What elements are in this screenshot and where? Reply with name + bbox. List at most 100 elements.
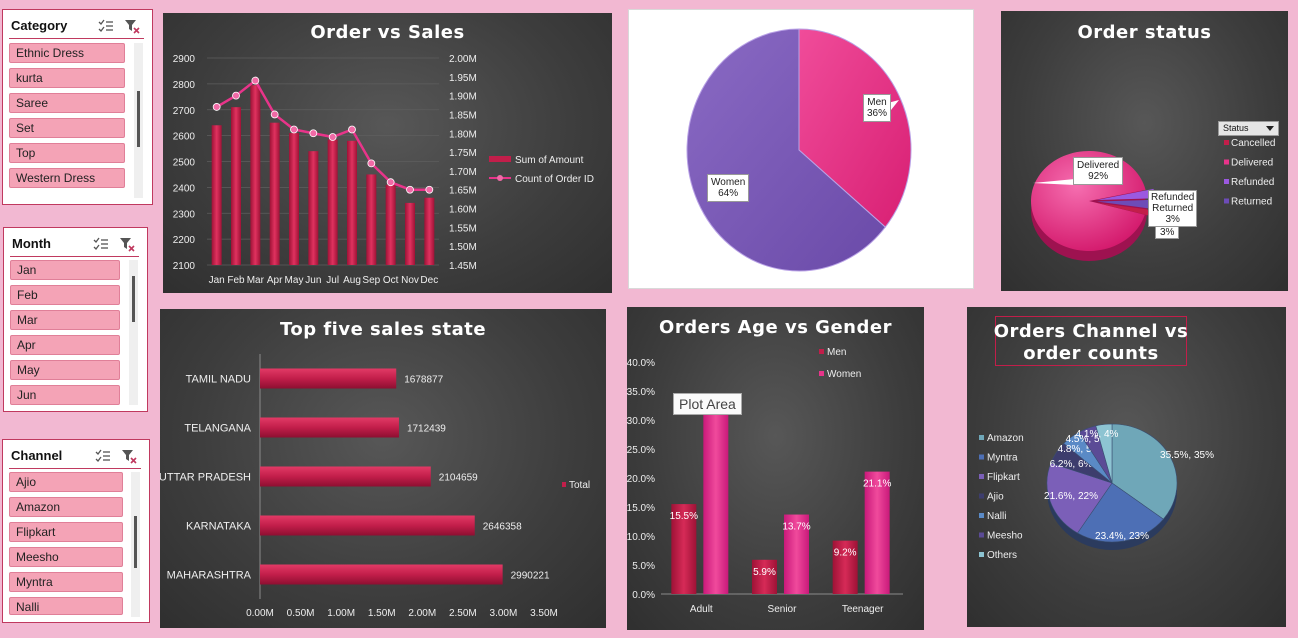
scroll-thumb[interactable] [132, 276, 135, 322]
slicer-scrollbar[interactable] [134, 43, 143, 198]
men-label-name: Men [867, 97, 887, 108]
bar-sum-of-amount [327, 139, 338, 265]
status-filter-button[interactable]: Status [1218, 121, 1279, 136]
slicer-item[interactable]: Set [9, 118, 125, 138]
legend-swatch [979, 493, 984, 499]
legend-swatch [819, 371, 824, 376]
left-tick-label: 2800 [173, 80, 196, 91]
slicer-item[interactable]: Top [9, 143, 125, 163]
x-tick-label: Teenager [842, 604, 884, 615]
bar-sum-of-amount [405, 202, 415, 265]
legend-swatch [819, 349, 824, 354]
slicer-item[interactable]: kurta [9, 68, 125, 88]
data-label: 2990221 [511, 571, 550, 582]
slicer-scrollbar[interactable] [131, 472, 140, 617]
legend-swatch [979, 513, 984, 518]
slicer-item[interactable]: Mar [10, 310, 120, 330]
category-label: UTTAR PRADESH [160, 472, 251, 484]
slicer-item[interactable]: Meesho [9, 547, 123, 567]
women-label-name: Women [711, 177, 746, 188]
legend-label: Refunded [1231, 177, 1274, 188]
bar-total [260, 564, 503, 585]
data-label: 4.8%, 5% [1058, 444, 1101, 455]
right-tick-label: 1.75M [449, 148, 477, 159]
delivered-callout-pointer [1033, 179, 1075, 185]
chart-title: Order vs Sales [310, 22, 465, 43]
slicer-item[interactable]: Amazon [9, 497, 123, 517]
line-point [270, 110, 279, 119]
refunded-label-value: 3% [1165, 214, 1180, 225]
slicer-header: Month [10, 233, 139, 257]
multi-select-icon[interactable] [98, 19, 114, 33]
slicer-item[interactable]: Jun [10, 385, 120, 405]
slicer-item[interactable]: Nalli [9, 597, 123, 615]
bar-sum-of-amount [385, 184, 396, 265]
legend-label: Women [827, 369, 861, 380]
line-count-of-order-id [216, 78, 430, 191]
x-tick-label: 1.50M [368, 608, 396, 619]
slicer-item[interactable]: Flipkart [9, 522, 123, 542]
x-tick-label: Apr [267, 275, 283, 286]
legend-label: Men [827, 347, 846, 358]
top-states-chart[interactable]: Top five sales state 0.00M 0.50M 1.00M 1.50… [159, 309, 606, 628]
y-tick-label: 30.0% [627, 416, 655, 427]
slicer-item[interactable]: May [10, 360, 120, 380]
legend-swatch [979, 435, 984, 440]
legend-label: Ajio [987, 492, 1004, 503]
slicer-item[interactable]: Ajio [9, 472, 123, 492]
legend-swatch [979, 454, 984, 460]
y-tick-label: 40.0% [627, 358, 655, 369]
category-label: MAHARASHTRA [167, 570, 252, 582]
x-tick-label: 2.00M [408, 608, 436, 619]
line-point [386, 178, 395, 187]
left-tick-label: 2200 [173, 235, 196, 246]
legend-label-count: Count of Order ID [515, 174, 594, 185]
x-tick-label: Jan [209, 275, 225, 286]
slicer-item[interactable]: Jan [10, 260, 120, 280]
bar-sum-of-amount [308, 151, 319, 265]
order-vs-sales-chart[interactable]: Order vs Sales 2100 2200 2300 2400 2500 2600 2… [163, 13, 612, 293]
slicer-item[interactable]: Apr [10, 335, 120, 355]
slicer-item[interactable]: Western Dress [9, 168, 125, 188]
x-tick-label: Senior [768, 604, 798, 615]
y-tick-label: 5.0% [632, 561, 655, 572]
bar-sum-of-amount [269, 122, 280, 265]
legend-label: Meesho [987, 531, 1023, 542]
data-label: 9.2% [834, 548, 857, 559]
scroll-thumb[interactable] [134, 516, 137, 568]
order-status-plot: Cancelled Delivered Refunded Returned [1031, 138, 1275, 261]
line-point [251, 76, 260, 85]
gender-pie-chart[interactable]: Men 36% Women 64% [628, 9, 974, 289]
legend-label: Cancelled [1231, 138, 1275, 149]
clear-filter-icon[interactable] [121, 448, 137, 464]
bar-women [703, 414, 729, 594]
legend-label: Delivered [1231, 158, 1273, 169]
slicer-scrollbar[interactable] [129, 260, 138, 405]
data-label: 35.5%, 35% [1160, 450, 1214, 461]
age-gender-chart[interactable]: Orders Age vs Gender 0.0% 5.0% 10.0% 15.0% 2… [627, 307, 924, 630]
right-tick-label: 1.70M [449, 167, 477, 178]
y-tick-label: 25.0% [627, 445, 655, 456]
bar-sum-of-amount [366, 174, 377, 265]
channel-counts-chart[interactable]: Orders Channel vs order counts 35.5%, 35… [967, 307, 1286, 627]
clear-filter-icon[interactable] [119, 236, 135, 252]
pie-slice-men [798, 28, 912, 228]
x-tick-label: Mar [247, 275, 265, 286]
y-tick-label: 0.0% [632, 590, 655, 601]
line-point [212, 103, 221, 111]
scroll-thumb[interactable] [137, 91, 140, 147]
order-status-chart[interactable]: Order status Cancelled Delivered Refunded R… [1001, 11, 1288, 291]
line-point [425, 185, 434, 194]
slicer-item[interactable]: Feb [10, 285, 120, 305]
multi-select-icon[interactable] [93, 237, 109, 251]
multi-select-icon[interactable] [95, 449, 111, 463]
legend-label: Returned [1231, 197, 1272, 208]
slicer-item[interactable]: Ethnic Dress [9, 43, 125, 63]
y-tick-label: 15.0% [627, 503, 655, 514]
slicer-item[interactable]: Saree [9, 93, 125, 113]
data-label: 13.7% [782, 522, 810, 533]
data-label: 2646358 [483, 522, 522, 533]
clear-filter-icon[interactable] [124, 18, 140, 34]
pie-slice-cancelled [1096, 202, 1155, 217]
slicer-item[interactable]: Myntra [9, 572, 123, 592]
